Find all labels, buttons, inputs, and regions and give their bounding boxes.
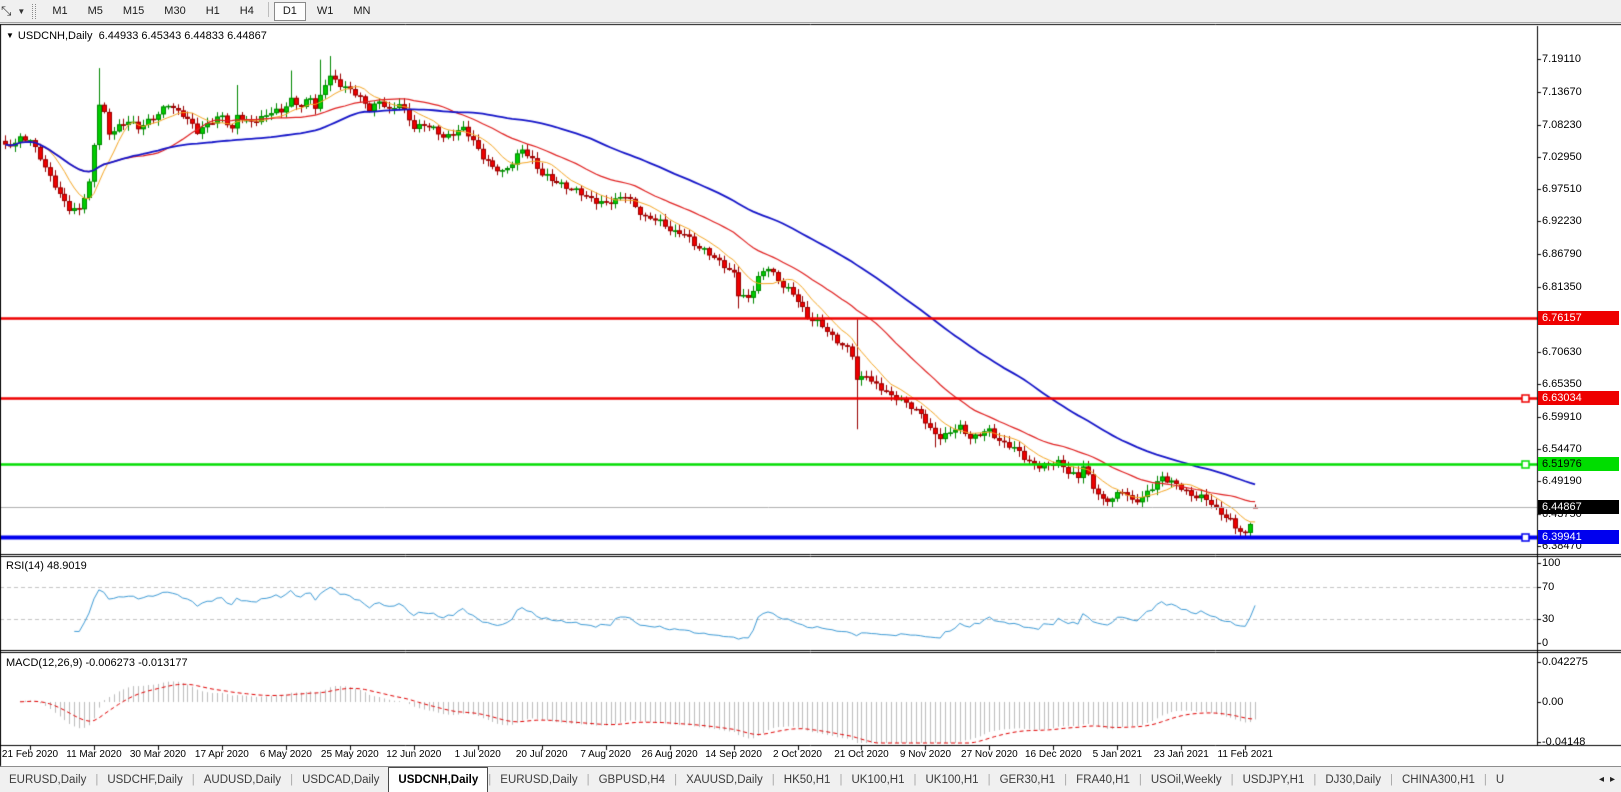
macd-axis-label: -0.04148 [1542,735,1586,748]
price-tick-label: 7.19110 [1542,53,1581,65]
line-price-badge: 6.51976 [1538,457,1619,472]
macd-axis-label: 0.00 [1542,696,1564,708]
line-price-badge: 6.39941 [1538,530,1619,545]
price-tick-label: 6.70630 [1542,345,1582,358]
date-label: 21 Feb 2020 [1,749,59,760]
line-price-badge: 6.44867 [1538,500,1619,515]
date-label: 9 Nov 2020 [899,749,952,760]
tab-scroll-arrows: ◂ ▸ [1594,767,1619,791]
date-label: 11 Mar 2020 [66,749,122,760]
date-label: 20 Jul 2020 [515,749,568,760]
price-tick-label: 7.13670 [1542,85,1582,98]
date-label: 23 Jan 2021 [1153,749,1209,760]
price-tick-label: 6.92230 [1542,215,1582,228]
date-label: 16 Dec 2020 [1025,749,1082,760]
price-tick-label: 6.59910 [1542,410,1582,423]
date-label: 6 May 2020 [259,749,312,760]
price-tick-label: 6.97510 [1542,183,1582,196]
date-label: 7 Aug 2020 [580,749,631,760]
tab-scroll-left-icon[interactable]: ◂ [1598,773,1604,785]
price-tick-label: 6.81350 [1542,281,1582,294]
date-label: 14 Sep 2020 [705,749,762,760]
rsi-axis-label: 70 [1542,581,1555,593]
price-tick-label: 6.86790 [1542,248,1582,261]
price-tick-label: 6.49190 [1542,475,1582,488]
date-label: 26 Aug 2020 [641,749,698,760]
date-label: 30 Mar 2020 [129,749,186,760]
line-price-badge: 6.76157 [1538,311,1619,326]
chart-symbol-label: USDCNH,Daily [17,30,93,42]
rsi-label: RSI(14) 48.9019 [6,560,87,572]
tab-scroll-right-icon[interactable]: ▸ [1609,773,1615,785]
rsi-axis-label: 100 [1542,557,1561,569]
price-tick-label: 7.08230 [1542,118,1582,131]
date-label: 17 Apr 2020 [194,749,249,760]
symbol-dropdown-icon[interactable]: ▼ [6,31,14,40]
price-tick-label: 7.02950 [1542,150,1582,163]
date-label: 2 Oct 2020 [773,749,822,760]
rsi-axis-label: 0 [1542,637,1549,649]
macd-label: MACD(12,26,9) -0.006273 -0.013177 [6,657,188,669]
line-price-badge: 6.63034 [1538,390,1619,405]
rsi-axis-label: 30 [1542,613,1555,625]
chart-title: ▼ USDCNH,Daily 6.44933 6.45343 6.44833 6.… [6,30,267,42]
date-label: 11 Feb 2021 [1217,749,1273,760]
price-tick-label: 6.65350 [1542,377,1582,390]
date-label: 25 May 2020 [320,749,379,760]
date-label: 27 Nov 2020 [961,749,1018,760]
date-label: 12 Jun 2020 [386,749,442,760]
chart-ohlc-quote: 6.44933 6.45343 6.44833 6.44867 [98,30,267,42]
date-label: 21 Oct 2020 [834,749,889,760]
macd-axis-label: 0.042275 [1542,655,1588,668]
price-tick-label: 6.54470 [1542,443,1582,456]
date-label: 5 Jan 2021 [1092,749,1143,760]
date-label: 1 Jul 2020 [454,749,501,760]
